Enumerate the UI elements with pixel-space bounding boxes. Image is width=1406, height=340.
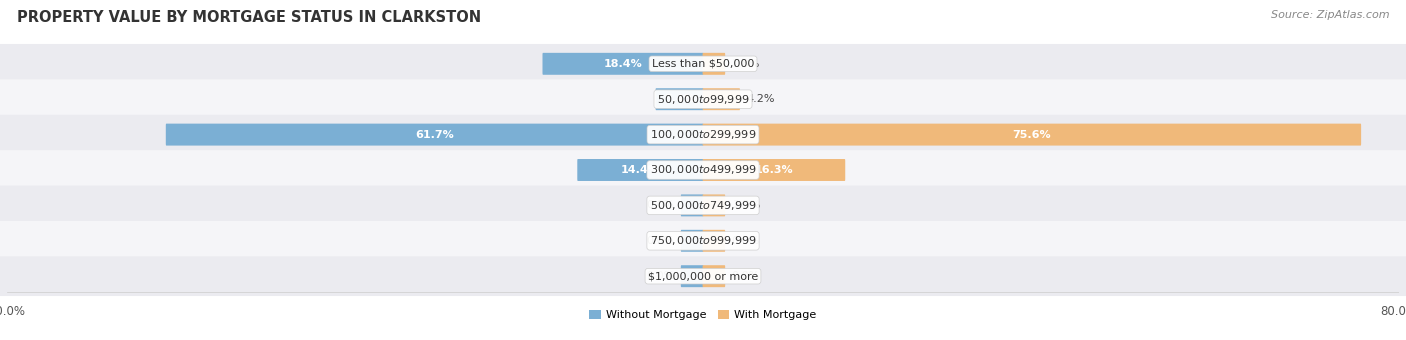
- Text: Less than $50,000: Less than $50,000: [652, 59, 754, 69]
- FancyBboxPatch shape: [681, 265, 703, 287]
- Text: PROPERTY VALUE BY MORTGAGE STATUS IN CLARKSTON: PROPERTY VALUE BY MORTGAGE STATUS IN CLA…: [17, 10, 481, 25]
- FancyBboxPatch shape: [0, 150, 1406, 190]
- Text: 2.2%: 2.2%: [731, 200, 761, 210]
- FancyBboxPatch shape: [0, 115, 1406, 154]
- Text: 4.2%: 4.2%: [747, 94, 775, 104]
- Text: $500,000 to $749,999: $500,000 to $749,999: [650, 199, 756, 212]
- Text: 16.3%: 16.3%: [755, 165, 793, 175]
- Text: 0.0%: 0.0%: [731, 236, 761, 246]
- FancyBboxPatch shape: [703, 194, 725, 216]
- FancyBboxPatch shape: [0, 79, 1406, 119]
- Text: 0.0%: 0.0%: [731, 271, 761, 281]
- FancyBboxPatch shape: [703, 230, 725, 252]
- FancyBboxPatch shape: [166, 124, 703, 146]
- Text: $750,000 to $999,999: $750,000 to $999,999: [650, 234, 756, 247]
- Text: 0.0%: 0.0%: [645, 200, 675, 210]
- FancyBboxPatch shape: [703, 265, 725, 287]
- FancyBboxPatch shape: [0, 186, 1406, 225]
- Text: 0.0%: 0.0%: [645, 271, 675, 281]
- Text: 61.7%: 61.7%: [415, 130, 454, 140]
- FancyBboxPatch shape: [0, 256, 1406, 296]
- Text: $1,000,000 or more: $1,000,000 or more: [648, 271, 758, 281]
- Text: 14.4%: 14.4%: [621, 165, 659, 175]
- Text: 5.4%: 5.4%: [664, 94, 695, 104]
- FancyBboxPatch shape: [578, 159, 703, 181]
- FancyBboxPatch shape: [703, 88, 740, 110]
- Text: 0.0%: 0.0%: [645, 236, 675, 246]
- Text: 1.8%: 1.8%: [731, 59, 761, 69]
- FancyBboxPatch shape: [681, 194, 703, 216]
- FancyBboxPatch shape: [655, 88, 703, 110]
- FancyBboxPatch shape: [703, 159, 845, 181]
- Text: 18.4%: 18.4%: [603, 59, 643, 69]
- Text: 75.6%: 75.6%: [1012, 130, 1052, 140]
- FancyBboxPatch shape: [703, 124, 1361, 146]
- Legend: Without Mortgage, With Mortgage: Without Mortgage, With Mortgage: [585, 306, 821, 325]
- Text: $300,000 to $499,999: $300,000 to $499,999: [650, 164, 756, 176]
- FancyBboxPatch shape: [703, 53, 725, 75]
- FancyBboxPatch shape: [0, 44, 1406, 84]
- FancyBboxPatch shape: [681, 230, 703, 252]
- Text: $50,000 to $99,999: $50,000 to $99,999: [657, 93, 749, 106]
- Text: Source: ZipAtlas.com: Source: ZipAtlas.com: [1271, 10, 1389, 20]
- FancyBboxPatch shape: [543, 53, 703, 75]
- Text: $100,000 to $299,999: $100,000 to $299,999: [650, 128, 756, 141]
- FancyBboxPatch shape: [0, 221, 1406, 261]
